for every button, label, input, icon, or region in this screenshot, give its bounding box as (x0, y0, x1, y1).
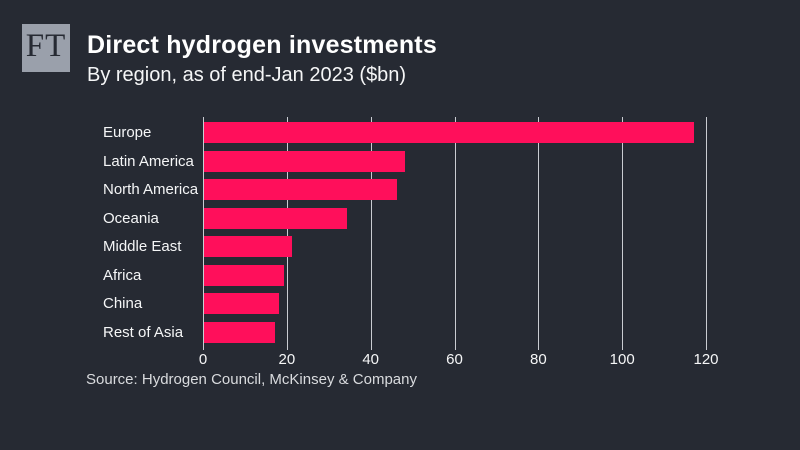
bar-north-america (204, 179, 397, 201)
x-tick-label-20: 20 (278, 351, 296, 368)
bar-latin-america (204, 150, 406, 172)
x-tick-label-120: 120 (693, 351, 719, 368)
gridline-0 (203, 117, 204, 350)
plot-area: 0 20 40 60 80 100 120 (199, 117, 719, 368)
gridline-40 (370, 117, 372, 350)
bar-oceania (204, 207, 347, 229)
bar-africa (204, 264, 284, 286)
category-label-latin-america: Latin America (103, 152, 194, 170)
category-label-oceania: Oceania (103, 209, 159, 227)
category-label-africa: Africa (103, 266, 142, 284)
category-label-middle-east: Middle East (103, 238, 182, 256)
gridline-60 (454, 117, 456, 350)
chart-subtitle: By region, as of end-Jan 2023 ($bn) (87, 64, 407, 86)
source-note: Source: Hydrogen Council, McKinsey & Com… (86, 371, 417, 388)
gridline-120 (706, 117, 707, 350)
category-axis: Europe Latin America North America Oceania M… (103, 117, 203, 350)
gridline-100 (622, 117, 624, 350)
bar-china (204, 293, 280, 315)
x-tick-label-100: 100 (609, 351, 635, 368)
x-tick-label-0: 0 (198, 351, 208, 368)
x-tick-label-40: 40 (362, 351, 379, 368)
category-label-china: China (103, 295, 143, 313)
gridline-80 (538, 117, 540, 350)
category-label-europe: Europe (103, 124, 152, 141)
x-tick-label-60: 60 (446, 351, 463, 368)
bar-rest-of-asia (204, 321, 276, 343)
category-label-north-america: North America (103, 181, 199, 199)
ft-logo: FT (22, 24, 70, 72)
x-tick-label-80: 80 (529, 351, 547, 368)
bar-middle-east (204, 236, 293, 258)
chart-title: Direct hydrogen investments (87, 31, 437, 59)
category-label-rest-of-asia: Rest of Asia (103, 323, 184, 341)
gridline-20 (286, 117, 288, 350)
bar-europe (204, 122, 695, 143)
